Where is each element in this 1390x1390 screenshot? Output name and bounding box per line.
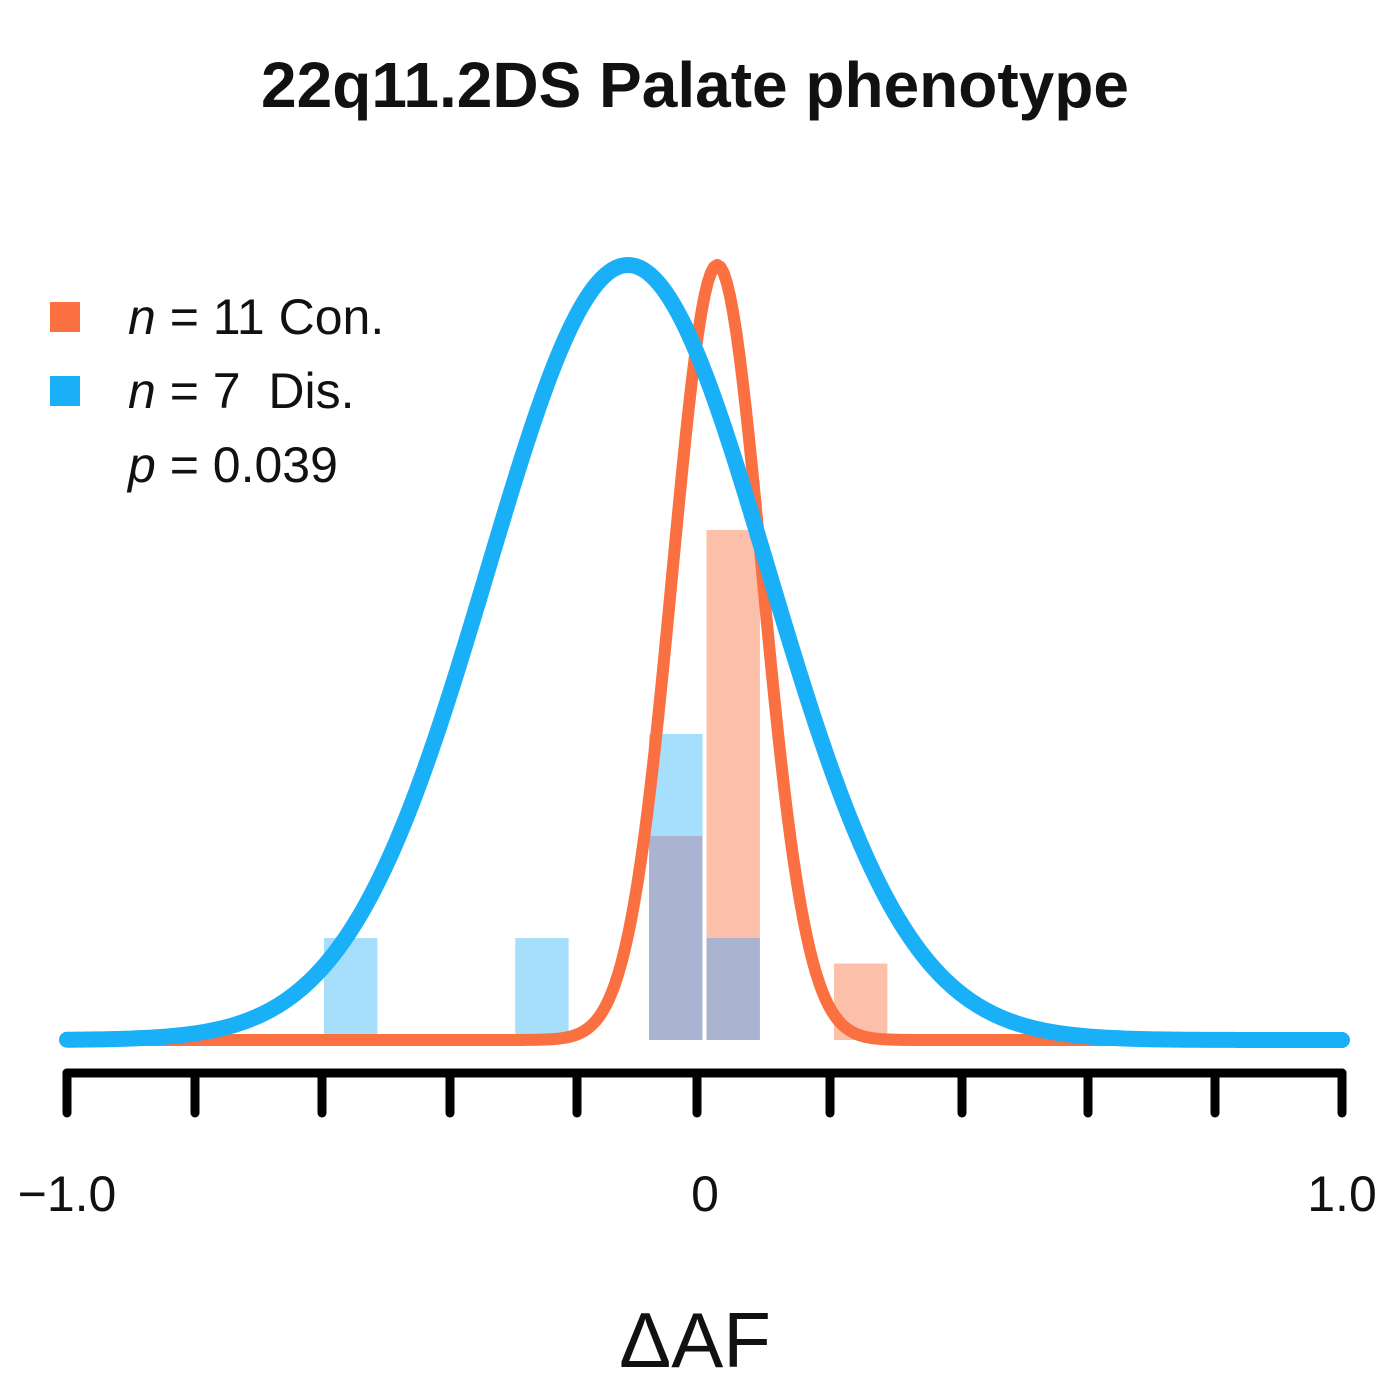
legend-text-dis: = 7 Dis. xyxy=(155,363,355,419)
p-value-prefix: p xyxy=(128,437,156,493)
legend-item-con: n = 11 Con. xyxy=(50,280,384,354)
legend-swatch-con xyxy=(50,302,80,332)
legend: n = 11 Con. n = 7 Dis. p = 0.039 xyxy=(50,280,384,502)
x-tick-label-2: 1.0 xyxy=(1307,1166,1377,1222)
chart-title: 22q11.2DS Palate phenotype xyxy=(261,49,1129,121)
legend-text-con: = 11 Con. xyxy=(155,289,385,345)
bar-overlap-0 xyxy=(649,836,703,1040)
legend-label-con: n = 11 Con. xyxy=(128,280,384,354)
legend-n-con: n xyxy=(128,289,156,345)
x-axis-label: ΔAF xyxy=(619,1296,771,1384)
legend-label-dis: n = 7 Dis. xyxy=(128,354,355,428)
histogram-bars xyxy=(324,530,888,1040)
bar-dis-1 xyxy=(515,938,569,1040)
p-value-annotation: p = 0.039 xyxy=(50,428,384,502)
bar-overlap-1 xyxy=(706,938,760,1040)
legend-n-dis: n xyxy=(128,363,156,419)
p-value-label: p = 0.039 xyxy=(128,428,338,502)
x-tick-label-0: −1.0 xyxy=(17,1166,117,1222)
x-axis xyxy=(62,1068,1347,1118)
x-tick-label-1: 0 xyxy=(691,1166,719,1222)
density-curves xyxy=(59,257,1350,1048)
legend-item-dis: n = 7 Dis. xyxy=(50,354,384,428)
density-curve-dis xyxy=(59,257,1350,1048)
p-value-text: = 0.039 xyxy=(155,437,338,493)
legend-swatch-dis xyxy=(50,376,80,406)
